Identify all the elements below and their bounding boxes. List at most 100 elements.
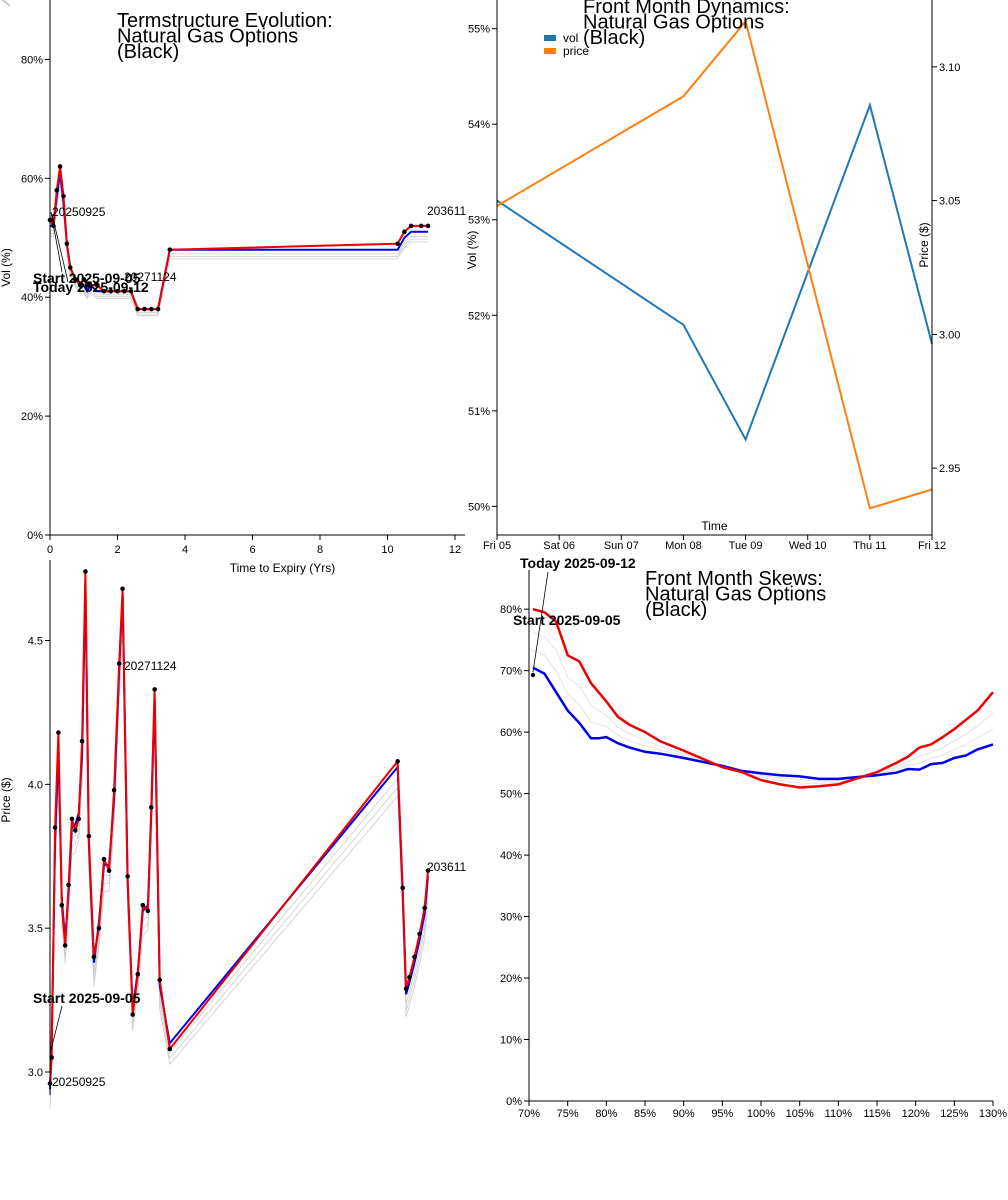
x-tick-label: 130% (979, 1108, 1007, 1120)
data-point (78, 283, 83, 288)
x-axis-label: Time (701, 519, 728, 533)
y-tick-label: 0% (506, 1096, 522, 1108)
chart-title-line-2: (Black) (583, 27, 645, 49)
data-point (101, 288, 107, 294)
y-tick-label: 10% (500, 1035, 522, 1047)
history-line (532, 632, 994, 784)
data-point (67, 265, 73, 270)
data-point (76, 816, 81, 822)
data-point (54, 187, 60, 193)
y-right-tick-label: 2.95 (939, 463, 960, 475)
series-line-vol (496, 101, 933, 442)
data-point (86, 833, 92, 839)
data-point (56, 730, 61, 735)
x-tick-label: 125% (940, 1108, 968, 1120)
x-tick-label: 85% (634, 1108, 656, 1120)
data-point (49, 1055, 54, 1060)
y-tick-label: 30% (500, 912, 522, 924)
annotation-today: Today 2025-09-12 (33, 279, 149, 295)
data-point (62, 943, 68, 948)
x-tick-label: 70% (518, 1108, 540, 1120)
data-point (101, 856, 107, 862)
price-termstructure-chart: 3.0 3.5 4.0 4.5 Price ($) 20250925 20271124 20… (0, 560, 466, 1109)
chart-title-line-2: (Black) (645, 599, 707, 621)
data-point (418, 223, 424, 229)
y-tick-label: 80% (21, 54, 43, 66)
data-point (73, 828, 78, 833)
x-tick-label: 75% (557, 1108, 579, 1120)
data-point (407, 974, 412, 980)
data-point (73, 277, 78, 282)
front-month-dynamics-chart: 50% 51% 52% 53% 54% 55% 2.95 3.00 3.05 3.10 Fri 05… (465, 0, 960, 552)
data-point (140, 902, 146, 908)
data-point (395, 759, 400, 764)
data-point (88, 283, 93, 288)
chart-title-line-2: (Black) (117, 41, 179, 63)
data-point (96, 925, 102, 931)
y-tick-label: 3.5 (28, 923, 43, 935)
data-point (111, 787, 117, 793)
data-point (157, 977, 162, 983)
x-tick-label: 100% (747, 1108, 775, 1120)
x-tick-label: Sat 06 (543, 540, 575, 552)
x-tick-label: Sun 07 (604, 540, 639, 552)
y-tick-label: 40% (21, 292, 43, 304)
chart-title-line-0: Front Month Dynamics: (583, 0, 790, 18)
data-point (130, 1012, 135, 1017)
y-axis-label: Vol (%) (465, 231, 479, 270)
data-point (64, 241, 70, 247)
data-point (400, 885, 405, 891)
y-tick-label: 4.0 (28, 779, 43, 791)
x-tick-label: 95% (711, 1108, 733, 1120)
y-right-tick-label: 3.10 (939, 62, 960, 74)
legend-label-vol: vol (563, 31, 578, 45)
y-tick-label: 54% (468, 119, 490, 131)
annotation-mid-label: 20271124 (124, 270, 177, 284)
data-point (115, 288, 120, 294)
annotation-arrow (50, 211, 63, 273)
data-point (121, 288, 127, 294)
data-point (84, 283, 90, 288)
x-tick-label: 105% (786, 1108, 814, 1120)
data-point (120, 586, 125, 592)
annotation-start: Start 2025-09-05 (513, 612, 621, 628)
x-tick-label: Fri 05 (483, 540, 511, 552)
chart-title-line-1: Natural Gas Options (117, 26, 298, 48)
watermark-text: HP (0, 0, 31, 11)
y-right-tick-label: 3.05 (939, 196, 960, 208)
annotation-left-label: 20250925 (52, 1075, 106, 1089)
y-tick-label: 51% (468, 406, 490, 418)
data-point (148, 306, 154, 312)
annotation-arrow (50, 1005, 63, 1051)
x-tick-label: 120% (902, 1108, 930, 1120)
data-point (148, 805, 154, 810)
x-tick-label: 0 (47, 544, 53, 556)
x-tick-label: 6 (249, 544, 255, 556)
series-line-price (496, 19, 933, 510)
data-point (135, 306, 141, 312)
data-point (52, 825, 58, 830)
x-tick-label: Fri 12 (918, 540, 946, 552)
front-month-skews-chart: 0% 10% 20% 30% 40% 50% 60% 70% 80% 70% 75% 80% 85% 90… (500, 555, 1007, 1120)
data-point (125, 874, 130, 879)
y-tick-label: 52% (468, 310, 490, 322)
data-point (152, 687, 157, 692)
y-tick-label: 20% (21, 411, 43, 423)
x-tick-label: 10 (381, 544, 393, 556)
series-line-1 (532, 607, 994, 789)
data-point (106, 868, 112, 873)
data-point (66, 882, 71, 888)
annotation-start: Start 2025-09-05 (33, 270, 141, 286)
x-tick-label: 2 (114, 544, 120, 556)
data-point (395, 241, 400, 247)
annotation-left-label: 20250925 (52, 205, 106, 219)
annotation-arrow (51, 213, 69, 283)
x-tick-label: Mon 08 (665, 540, 702, 552)
chart-title-line-0: Termstructure Evolution: (117, 10, 333, 32)
data-point (108, 288, 114, 294)
data-point (402, 229, 407, 235)
series-line-0 (532, 666, 994, 781)
data-point (403, 986, 409, 991)
y-right-tick-label: 3.00 (939, 329, 960, 341)
